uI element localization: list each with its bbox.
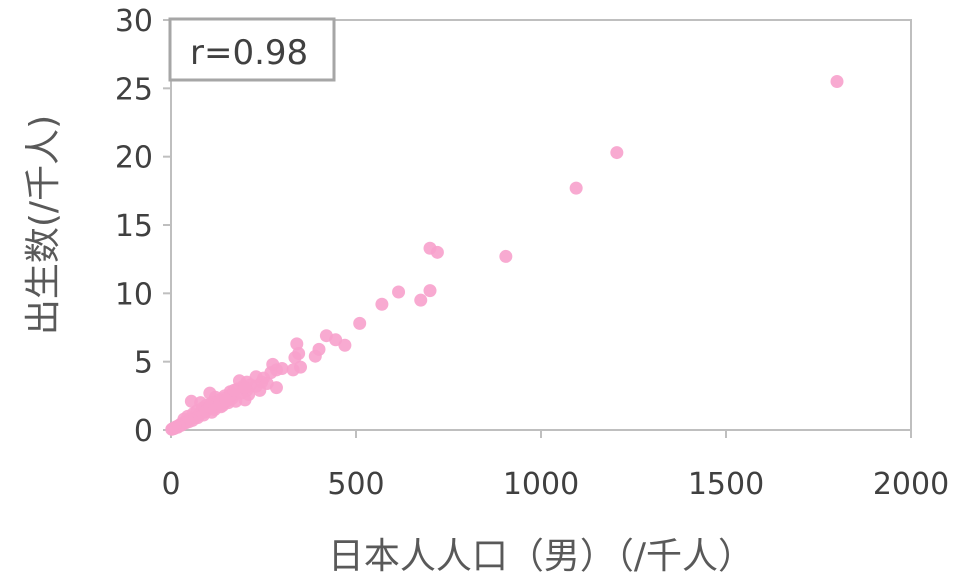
x-axis-ticks: 0 500 1000 1500 2000 [161,430,949,502]
x-tick-label: 0 [161,467,180,502]
data-point [308,349,322,363]
data-point [569,181,583,195]
data-point [203,386,217,400]
y-tick-label: 0 [134,414,153,449]
data-point [392,285,406,299]
data-points [165,75,844,436]
data-point [288,351,302,365]
data-point [338,338,352,352]
data-point [430,245,444,259]
correlation-annotation: r=0.98 [190,33,308,73]
x-tick-label: 2000 [873,467,949,502]
y-tick-label: 10 [115,277,153,312]
y-tick-label: 30 [115,4,153,39]
x-axis-title: 日本人人口（男）（/千人） [328,536,754,577]
y-tick-label: 20 [115,141,153,176]
data-point [414,293,428,307]
data-point [610,146,624,160]
data-point [227,383,241,397]
data-point [353,316,367,330]
y-tick-label: 25 [115,72,153,107]
data-point [238,381,252,395]
annotation-box [168,17,336,82]
x-tick-label: 1500 [688,467,764,502]
data-point [423,284,437,298]
data-point [499,249,513,263]
data-point [184,394,198,408]
data-point [165,422,179,436]
data-point [260,377,274,391]
data-point [219,393,233,407]
data-point [375,297,389,311]
data-point [830,75,844,88]
x-tick-label: 500 [327,467,384,502]
y-axis-ticks: 0 5 10 15 20 25 30 [115,4,171,449]
y-tick-label: 15 [115,209,153,244]
x-tick-label: 1000 [503,467,579,502]
data-point [286,363,300,377]
y-tick-label: 5 [134,346,153,381]
y-axis-title: 出生数(/千人) [23,115,64,335]
